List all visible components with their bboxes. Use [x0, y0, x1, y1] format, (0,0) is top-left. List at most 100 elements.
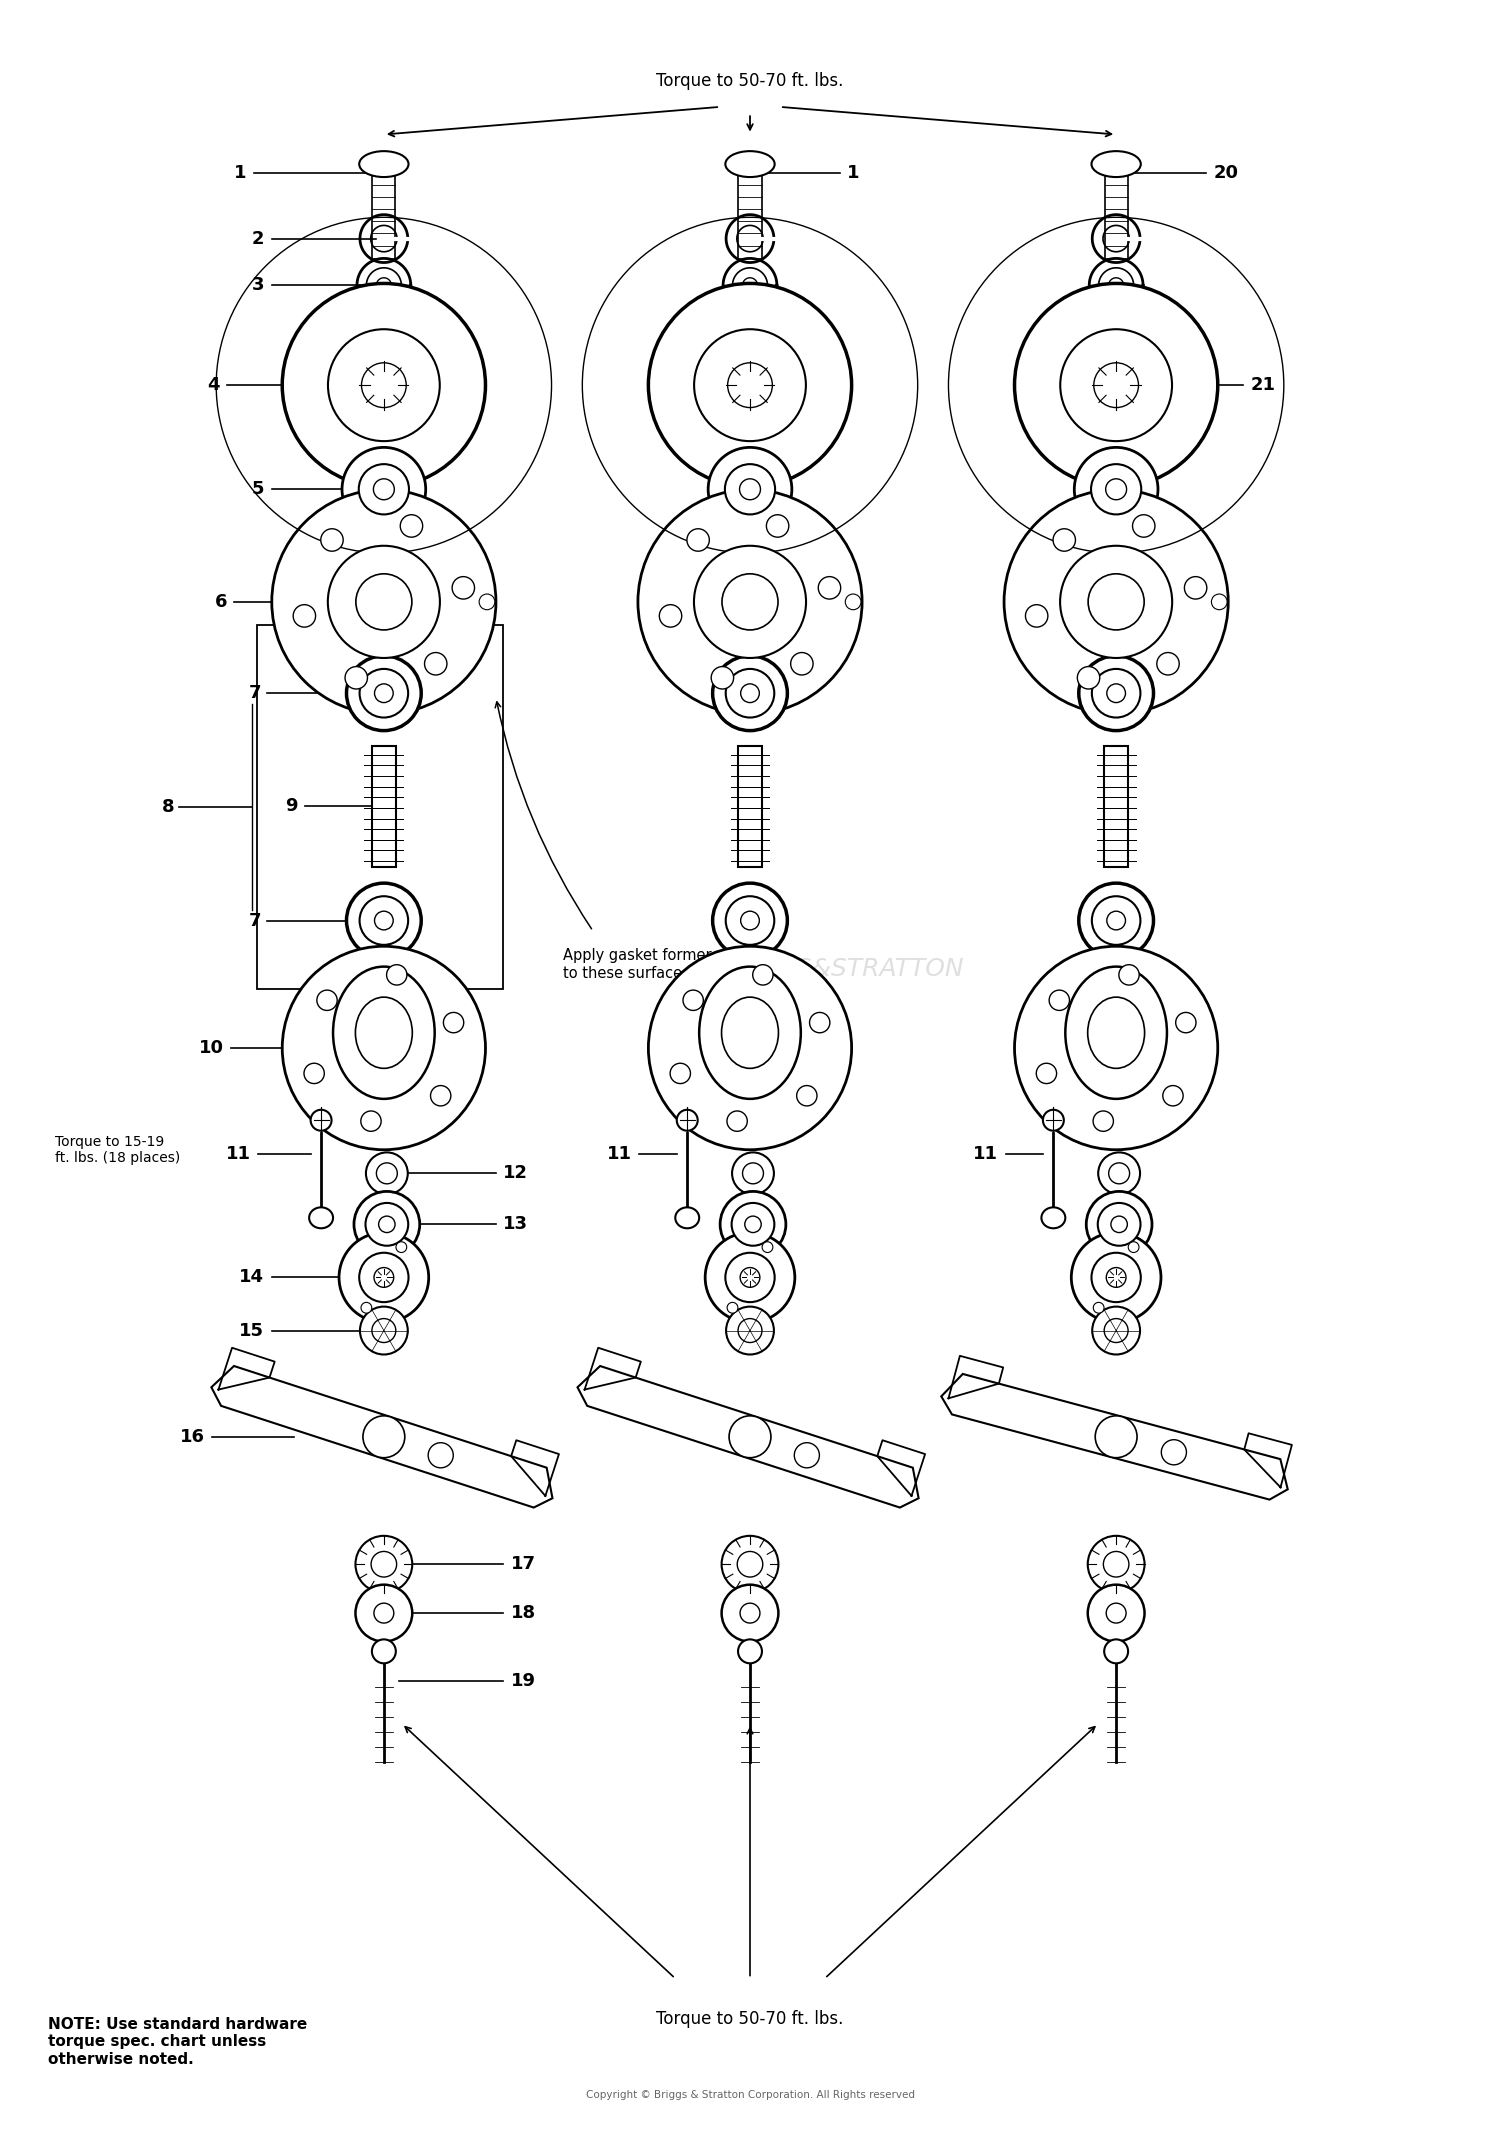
Ellipse shape	[346, 884, 422, 958]
Ellipse shape	[374, 1604, 394, 1623]
Ellipse shape	[328, 330, 440, 441]
Ellipse shape	[726, 1306, 774, 1355]
Ellipse shape	[370, 1551, 396, 1576]
Ellipse shape	[753, 965, 772, 984]
Ellipse shape	[670, 1063, 690, 1084]
Ellipse shape	[682, 990, 703, 1010]
Ellipse shape	[387, 965, 406, 984]
Ellipse shape	[356, 573, 413, 630]
Ellipse shape	[1107, 1267, 1126, 1287]
Ellipse shape	[1060, 330, 1172, 441]
Text: 13: 13	[504, 1216, 528, 1233]
Ellipse shape	[1088, 573, 1144, 630]
Text: 18: 18	[512, 1604, 536, 1623]
Ellipse shape	[1088, 1585, 1144, 1642]
Ellipse shape	[400, 515, 423, 537]
Ellipse shape	[1098, 1203, 1140, 1246]
Ellipse shape	[375, 684, 393, 703]
Ellipse shape	[732, 1203, 774, 1246]
Ellipse shape	[333, 967, 435, 1099]
Ellipse shape	[675, 1208, 699, 1229]
Ellipse shape	[1088, 997, 1144, 1069]
Ellipse shape	[726, 151, 774, 177]
Ellipse shape	[1104, 1551, 1130, 1576]
Ellipse shape	[372, 1640, 396, 1664]
Ellipse shape	[810, 1012, 830, 1033]
Ellipse shape	[366, 1152, 408, 1195]
Ellipse shape	[1119, 965, 1138, 984]
Ellipse shape	[741, 912, 759, 931]
Ellipse shape	[819, 577, 840, 599]
Ellipse shape	[366, 1203, 408, 1246]
Ellipse shape	[742, 1163, 764, 1184]
Ellipse shape	[762, 1242, 772, 1252]
Ellipse shape	[396, 1242, 406, 1252]
Ellipse shape	[728, 1112, 747, 1131]
Ellipse shape	[1014, 946, 1218, 1150]
Text: 7: 7	[249, 912, 261, 929]
Text: NOTE: Use standard hardware
torque spec. chart unless
otherwise noted.: NOTE: Use standard hardware torque spec.…	[48, 2017, 308, 2066]
Ellipse shape	[705, 1233, 795, 1323]
Ellipse shape	[699, 967, 801, 1099]
Ellipse shape	[648, 946, 852, 1150]
Ellipse shape	[378, 1216, 394, 1233]
Ellipse shape	[1077, 667, 1100, 688]
Ellipse shape	[740, 1604, 760, 1623]
Ellipse shape	[339, 1233, 429, 1323]
Ellipse shape	[720, 1191, 786, 1257]
Ellipse shape	[372, 1318, 396, 1342]
Ellipse shape	[1162, 1086, 1184, 1105]
Text: 11: 11	[608, 1146, 631, 1163]
Ellipse shape	[375, 912, 393, 931]
Text: 11: 11	[974, 1146, 998, 1163]
Ellipse shape	[358, 151, 408, 177]
Text: 12: 12	[504, 1165, 528, 1182]
Text: 11: 11	[226, 1146, 251, 1163]
Ellipse shape	[1098, 1152, 1140, 1195]
Text: Copyright © Briggs & Stratton Corporation. All Rights reserved: Copyright © Briggs & Stratton Corporatio…	[585, 2090, 915, 2100]
Ellipse shape	[1048, 990, 1070, 1010]
Ellipse shape	[1092, 1306, 1140, 1355]
Ellipse shape	[356, 1585, 413, 1642]
Ellipse shape	[1104, 1318, 1128, 1342]
Ellipse shape	[736, 1551, 764, 1576]
Ellipse shape	[790, 652, 813, 675]
Polygon shape	[942, 1374, 1287, 1500]
Ellipse shape	[424, 652, 447, 675]
Ellipse shape	[1026, 605, 1048, 626]
Ellipse shape	[444, 1012, 464, 1033]
Ellipse shape	[726, 1252, 774, 1301]
Ellipse shape	[310, 1110, 332, 1131]
Ellipse shape	[728, 362, 772, 407]
Ellipse shape	[1060, 545, 1172, 658]
Ellipse shape	[1092, 151, 1142, 177]
Ellipse shape	[427, 1442, 453, 1468]
Ellipse shape	[660, 605, 681, 626]
Ellipse shape	[358, 1252, 408, 1301]
Text: 1: 1	[847, 164, 859, 181]
Text: 2: 2	[252, 230, 264, 247]
Ellipse shape	[1094, 362, 1138, 407]
Ellipse shape	[722, 573, 778, 630]
Ellipse shape	[346, 656, 422, 731]
Ellipse shape	[724, 464, 776, 515]
Ellipse shape	[1094, 1112, 1113, 1131]
Ellipse shape	[1107, 684, 1125, 703]
Text: 16: 16	[180, 1427, 204, 1446]
Text: 10: 10	[200, 1039, 223, 1056]
Ellipse shape	[1074, 447, 1158, 530]
Ellipse shape	[358, 464, 410, 515]
Ellipse shape	[360, 897, 408, 946]
Ellipse shape	[360, 1306, 408, 1355]
Ellipse shape	[356, 1536, 413, 1593]
Text: 9: 9	[285, 797, 297, 816]
Ellipse shape	[342, 447, 426, 530]
Ellipse shape	[1090, 464, 1142, 515]
Ellipse shape	[1161, 1440, 1186, 1465]
Ellipse shape	[694, 330, 806, 441]
Text: Torque to 15-19
ft. lbs. (18 places): Torque to 15-19 ft. lbs. (18 places)	[56, 1135, 180, 1165]
Ellipse shape	[722, 997, 778, 1069]
Ellipse shape	[746, 1216, 760, 1233]
Bar	[372, 746, 396, 867]
Ellipse shape	[363, 1416, 405, 1457]
